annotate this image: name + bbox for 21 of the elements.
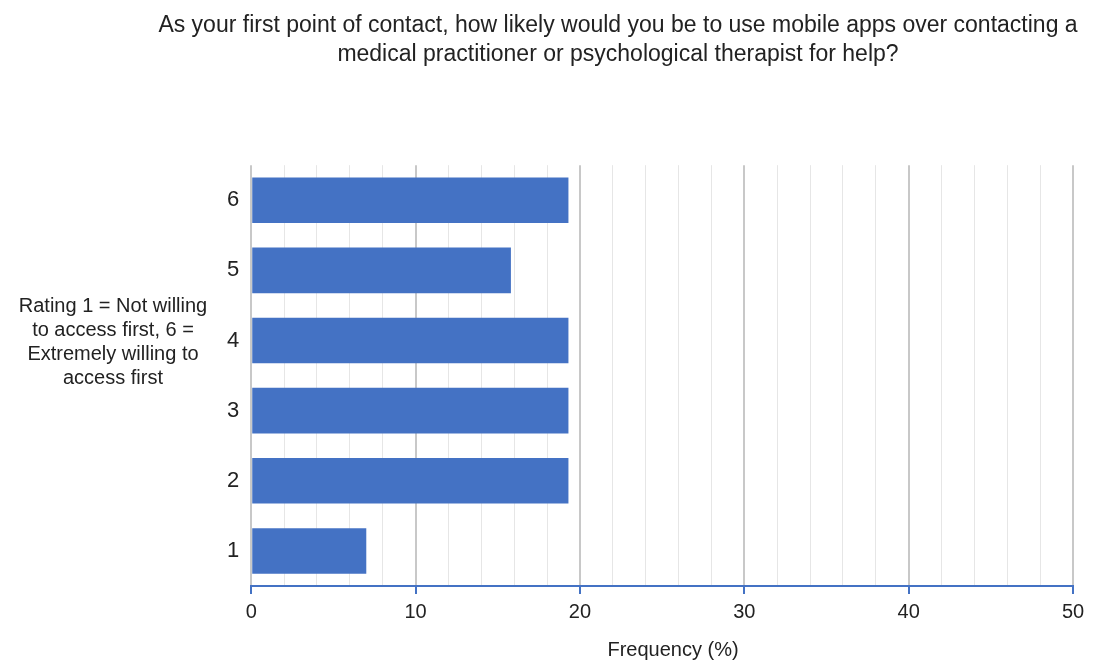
bar (252, 317, 569, 364)
chart-title: As your first point of contact, how likely would you be to use mobile apps over contacting a medical practitioner or psychological therapist for help? (158, 10, 1078, 68)
bar (252, 458, 569, 504)
x-tick-label: 30 (733, 599, 756, 622)
y-tick-label: 2 (226, 466, 240, 492)
y-tick-label: 3 (226, 396, 240, 422)
y-tick-label: 1 (226, 537, 240, 562)
y-tick-label: 4 (226, 326, 240, 352)
y-tick-label: 6 (226, 186, 240, 212)
bar (252, 528, 367, 574)
bar (252, 387, 569, 434)
x-axis-title: Frequency (%) (606, 638, 740, 661)
y-tick-label: 5 (226, 256, 240, 282)
bar (252, 247, 511, 294)
x-tick-label: 0 (245, 599, 257, 622)
x-tick-label: 20 (568, 599, 592, 622)
y-axis-title: Rating 1 = Not willing to access first, 6 = Extremely willing to access first (17, 293, 209, 389)
bar (252, 177, 569, 224)
x-tick-label: 40 (897, 599, 920, 622)
x-tick-label: 50 (1061, 599, 1085, 622)
x-tick-label: 10 (404, 599, 427, 622)
